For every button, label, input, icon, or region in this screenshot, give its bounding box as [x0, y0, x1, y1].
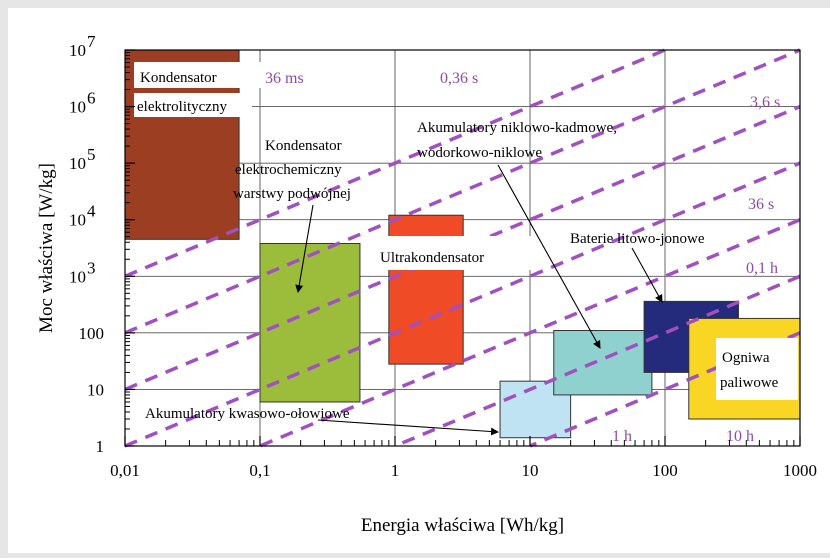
- leader-arrow: [631, 247, 663, 303]
- axes-frame: [124, 49, 801, 447]
- time-line: [124, 104, 801, 392]
- region-label: Ultrakondensator: [380, 250, 484, 266]
- y-tick-exponent: 4: [87, 202, 96, 221]
- time-line-label: 0,1 h: [746, 260, 778, 277]
- time-line-label: 10 h: [726, 428, 754, 445]
- time-line: [124, 48, 666, 278]
- y-tick-label: 10: [69, 267, 86, 286]
- region-label: wodorkowo-niklowe: [417, 145, 542, 161]
- time-line: [259, 218, 801, 448]
- label-background: [370, 236, 536, 270]
- plot-frame: [124, 49, 801, 447]
- y-tick-label: 10: [69, 154, 86, 173]
- time-line-label: 3,6 s: [750, 94, 780, 111]
- region-label: Akumulatory kwasowo-ołowiowe: [145, 406, 350, 422]
- y-tick-label: 10: [69, 211, 86, 230]
- time-lines: 36 ms 0,36 s 3,6 s 36 s 0,1 h 1 h 10 h: [124, 48, 801, 448]
- time-line: [124, 48, 801, 335]
- y-tick-exponent: 5: [87, 145, 96, 164]
- region-label: paliwowe: [720, 375, 779, 391]
- y-tick-exponent: 6: [87, 89, 96, 108]
- y-tick-label: 10: [69, 41, 86, 60]
- time-line: [124, 161, 801, 448]
- label-background: [716, 338, 798, 400]
- time-line-label: 36 s: [748, 196, 774, 213]
- annotations: Kondensator elektrolityczny Kondensator ele…: [134, 62, 798, 436]
- region-label: Akumulatory niklowo-kadmowe,: [417, 120, 617, 136]
- x-tick-label: 0,1: [249, 461, 270, 480]
- region-label: Baterie litowo-jonowe: [570, 231, 705, 247]
- time-line: [394, 274, 801, 448]
- label-background: [134, 62, 262, 88]
- region-label: Kondensator: [140, 70, 217, 86]
- x-tick-label: 100: [652, 461, 678, 480]
- x-tick-label: 1000: [783, 461, 817, 480]
- leader-arrow: [497, 164, 601, 349]
- region-label: Ogniwa: [722, 350, 770, 366]
- leader-arrow: [295, 204, 314, 293]
- y-tick-label: 10: [87, 380, 104, 399]
- region-label: elektrolityczny: [137, 99, 227, 115]
- y-axis-title: Moc właściwa [W/kg]: [36, 163, 57, 333]
- time-line-label: 36 ms: [265, 70, 304, 87]
- y-tick-exponent: 3: [87, 258, 96, 277]
- y-tick-label: 100: [79, 324, 105, 343]
- label-background: [134, 93, 252, 117]
- region-label: elektrochemiczny: [235, 162, 342, 178]
- y-tick-label: 10: [69, 98, 86, 117]
- time-line-label: 0,36 s: [440, 70, 478, 87]
- leader-arrow: [317, 419, 499, 436]
- y-tick-exponent: 7: [87, 32, 96, 51]
- x-axis-title: Energia właściwa [Wh/kg]: [361, 515, 564, 536]
- time-line-label: 1 h: [612, 428, 632, 445]
- region-4: [553, 330, 653, 396]
- x-tick-label: 0,01: [110, 461, 140, 480]
- region-1: [259, 242, 361, 403]
- x-tick-label: 10: [522, 461, 539, 480]
- region-label: Kondensator: [265, 138, 342, 154]
- y-tick-label: 1: [96, 437, 105, 456]
- x-tick-label: 1: [391, 461, 400, 480]
- region-label: warstwy podwójnej: [233, 186, 351, 202]
